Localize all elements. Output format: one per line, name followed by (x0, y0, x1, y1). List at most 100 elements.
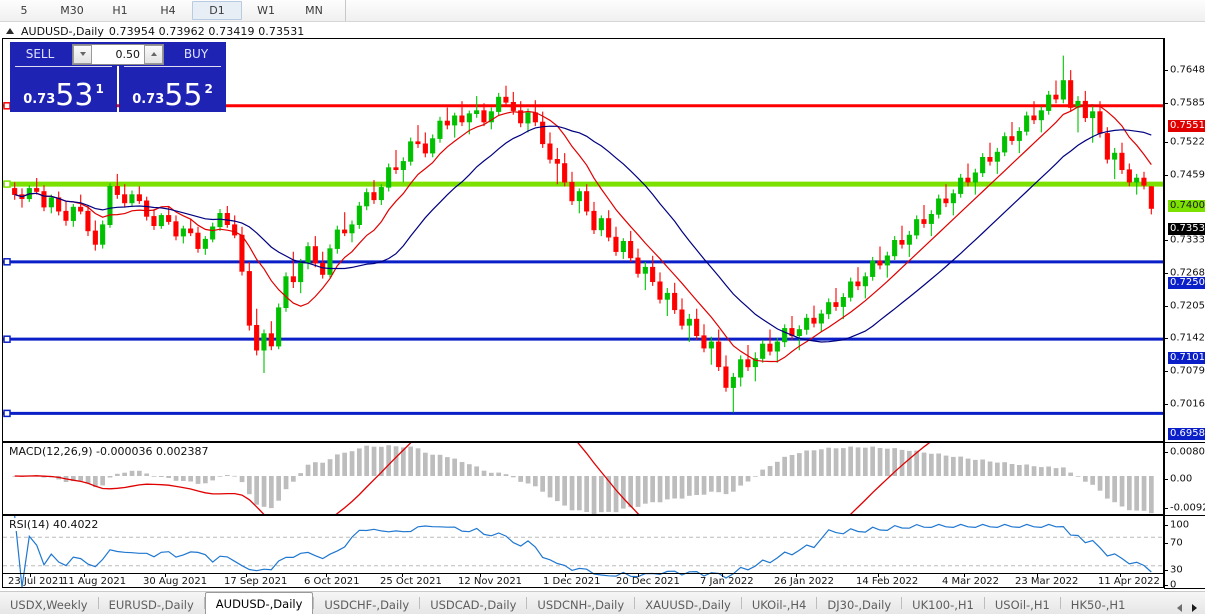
scale-tick (1164, 338, 1168, 339)
chevron-down-icon (79, 52, 86, 56)
price-tick-label: 0.72055 (1170, 300, 1205, 312)
tab-hk50-h1[interactable]: HK50-,H1 (1070, 597, 1126, 612)
tab-divider (816, 597, 818, 609)
date-tick-label: 20 Dec 2021 (616, 576, 680, 587)
volume-increase-button[interactable] (144, 44, 163, 64)
volume-input[interactable]: 0.50 (115, 47, 141, 61)
ohlc-values: 0.73954 0.73962 0.73419 0.73531 (108, 24, 305, 38)
buy-price-cell[interactable]: 0.73 55 2 (119, 66, 226, 112)
date-tick (326, 573, 327, 577)
sell-button[interactable]: SELL (10, 42, 70, 66)
tab-divider (97, 597, 99, 609)
resistance-level-tag[interactable]: 0.75512 (1168, 120, 1205, 132)
buy-price-big: 55 (164, 78, 203, 113)
buy-button[interactable]: BUY (166, 42, 226, 66)
scale-tick (1164, 103, 1168, 104)
scale-tick (1164, 543, 1168, 544)
scroll-left-icon[interactable] (1177, 604, 1182, 612)
scale-tick (1164, 404, 1168, 405)
tab-eurusd-daily[interactable]: EURUSD-,Daily (108, 597, 194, 612)
price-pane[interactable] (2, 38, 1164, 442)
tab-usdx-weekly[interactable]: USDX,Weekly (10, 597, 88, 612)
scale-tick (1164, 306, 1168, 307)
date-tick (796, 573, 797, 577)
tab-usoil-h1[interactable]: USOil-,H1 (994, 597, 1050, 612)
date-tick (402, 573, 403, 577)
scale-tick (1164, 525, 1168, 526)
date-tick (964, 573, 965, 577)
macd-tick-label: 0.008061 (1170, 446, 1205, 458)
support-level-tag-2[interactable]: 0.71013 (1168, 352, 1205, 364)
tab-divider (203, 597, 205, 609)
timeframe-h1[interactable]: H1 (112, 4, 128, 17)
buy-divider (124, 66, 221, 67)
scale-tick (1164, 70, 1168, 71)
date-tick-label: 14 Feb 2022 (856, 576, 919, 587)
macd-tick-label: -0.00928 (1170, 502, 1205, 514)
date-tick-label: 7 Jan 2022 (700, 576, 754, 587)
volume-control[interactable]: 0.50 (70, 42, 166, 66)
collapse-triangle-icon[interactable] (6, 28, 14, 34)
support-level-tag-1[interactable]: 0.72504 (1168, 277, 1205, 289)
rsi-pane[interactable]: RSI(14) 40.4022 (2, 515, 1164, 588)
date-tick-label: 11 Apr 2022 (1098, 576, 1160, 587)
date-tick (165, 573, 166, 577)
timeframe-mn[interactable]: MN (305, 4, 323, 17)
macd-tick-label: 0.00 (1170, 473, 1193, 485)
chevron-up-icon (150, 52, 157, 56)
tab-uk100-h1[interactable]: UK100-,H1 (912, 597, 974, 612)
chart-tab-bar[interactable]: USDX,Weekly EURUSD-,Daily AUDUSD-,Daily USD… (0, 591, 1205, 614)
tab-usdcnh-daily[interactable]: USDCNH-,Daily (537, 597, 625, 612)
timeframe-m30[interactable]: M30 (60, 4, 84, 17)
chart-area: AUDUSD-,Daily 0.73954 0.73962 0.73419 0.… (2, 24, 1205, 591)
date-tick-label: 1 Dec 2021 (543, 576, 601, 587)
tab-divider (313, 597, 315, 609)
timeframe-d1[interactable]: D1 (192, 1, 242, 20)
tab-scroll-controls[interactable] (1169, 604, 1205, 614)
tab-ukoil-h4[interactable]: UKOil-,H4 (751, 597, 807, 612)
last-price-tag[interactable]: 0.73531 (1168, 223, 1205, 235)
date-axis[interactable]: 23 Jul 2021 11 Aug 2021 30 Aug 2021 17 Sep … (2, 573, 1203, 591)
date-tick-label: 17 Sep 2021 (224, 576, 288, 587)
scale-axis-line (1164, 38, 1165, 588)
scale-tick (1164, 479, 1168, 480)
sell-price-cell[interactable]: 0.73 53 1 (10, 66, 117, 112)
tab-usdcad-daily[interactable]: USDCAD-,Daily (430, 597, 517, 612)
rsi-tick-label: 70 (1170, 537, 1183, 549)
tab-audusd-daily[interactable]: AUDUSD-,Daily (204, 592, 314, 614)
scale-tick (1164, 142, 1168, 143)
scale-tick (1164, 585, 1168, 586)
volume-decrease-button[interactable] (73, 44, 92, 64)
tab-divider (419, 597, 421, 609)
timeframe-5[interactable]: 5 (20, 4, 28, 17)
green-level-tag[interactable]: 0.74002 (1168, 200, 1205, 212)
timeframe-w1[interactable]: W1 (257, 4, 275, 17)
chart-title-bar: AUDUSD-,Daily 0.73954 0.73962 0.73419 0.… (2, 24, 304, 38)
date-tick (565, 573, 566, 577)
rsi-chart-svg (3, 516, 1163, 587)
tab-divider (983, 597, 985, 609)
date-tick-label: 6 Oct 2021 (304, 576, 360, 587)
tab-dj30-daily[interactable]: DJ30-,Daily (827, 597, 892, 612)
tab-xauusd-daily[interactable]: XAUUSD-,Daily (645, 597, 731, 612)
date-tick-label: 30 Aug 2021 (143, 576, 208, 587)
macd-pane[interactable]: MACD(12,26,9) -0.000036 0.002387 (2, 442, 1164, 515)
scale-tick (1164, 371, 1168, 372)
buy-price-prefix: 0.73 (132, 92, 165, 107)
one-click-trading-panel[interactable]: SELL 0.50 BUY 0.73 53 1 (10, 42, 226, 112)
rsi-tick-label: 0 (1170, 579, 1177, 591)
date-tick (480, 573, 481, 577)
date-tick (246, 573, 247, 577)
scroll-right-icon[interactable] (1192, 604, 1197, 612)
timeframe-h4[interactable]: H4 (160, 4, 176, 17)
date-tick (30, 573, 31, 577)
tab-usdchf-daily[interactable]: USDCHF-,Daily (324, 597, 410, 612)
macd-label: MACD(12,26,9) -0.000036 0.002387 (7, 445, 211, 458)
date-tick (84, 573, 85, 577)
support-level-tag-3[interactable]: 0.69582 (1168, 428, 1205, 440)
